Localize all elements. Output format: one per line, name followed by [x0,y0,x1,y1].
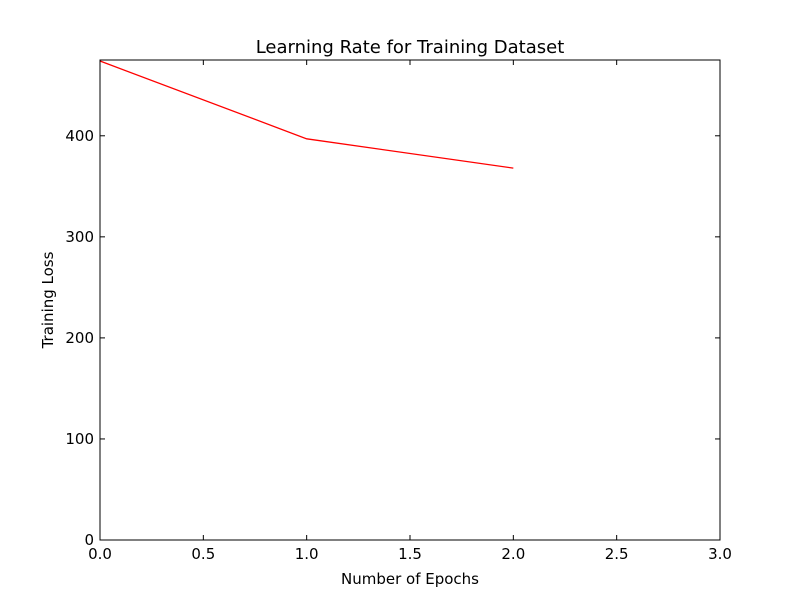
chart-title-group: Learning Rate for Training Dataset [256,37,565,58]
chart-title: Learning Rate for Training Dataset [256,37,565,58]
y-tick-label: 300 [65,228,94,246]
y-tick-label: 100 [65,430,94,448]
x-tick-label: 2.5 [605,545,629,563]
plot-area [99,59,721,541]
x-tick-label: 3.0 [708,545,732,563]
x-tick-label: 0.0 [88,545,112,563]
axis-labels: Number of Epochs Training Loss [39,251,479,588]
y-tick-label: 400 [65,127,94,145]
x-tick-label: 2.0 [501,545,525,563]
x-axis-label: Number of Epochs [341,570,479,588]
y-axis-label: Training Loss [39,251,57,349]
axis-ticks: 0.0 0.5 1.0 1.5 2.0 2.5 3.0 0 100 200 300 400 [65,60,732,563]
y-tick-label: 0 [84,531,94,549]
x-tick-label: 0.5 [191,545,215,563]
x-tick-label: 1.0 [295,545,319,563]
x-tick-label: 1.5 [398,545,422,563]
plot-frame [99,59,721,541]
y-tick-label: 200 [65,329,94,347]
series-line-1 [99,60,514,169]
